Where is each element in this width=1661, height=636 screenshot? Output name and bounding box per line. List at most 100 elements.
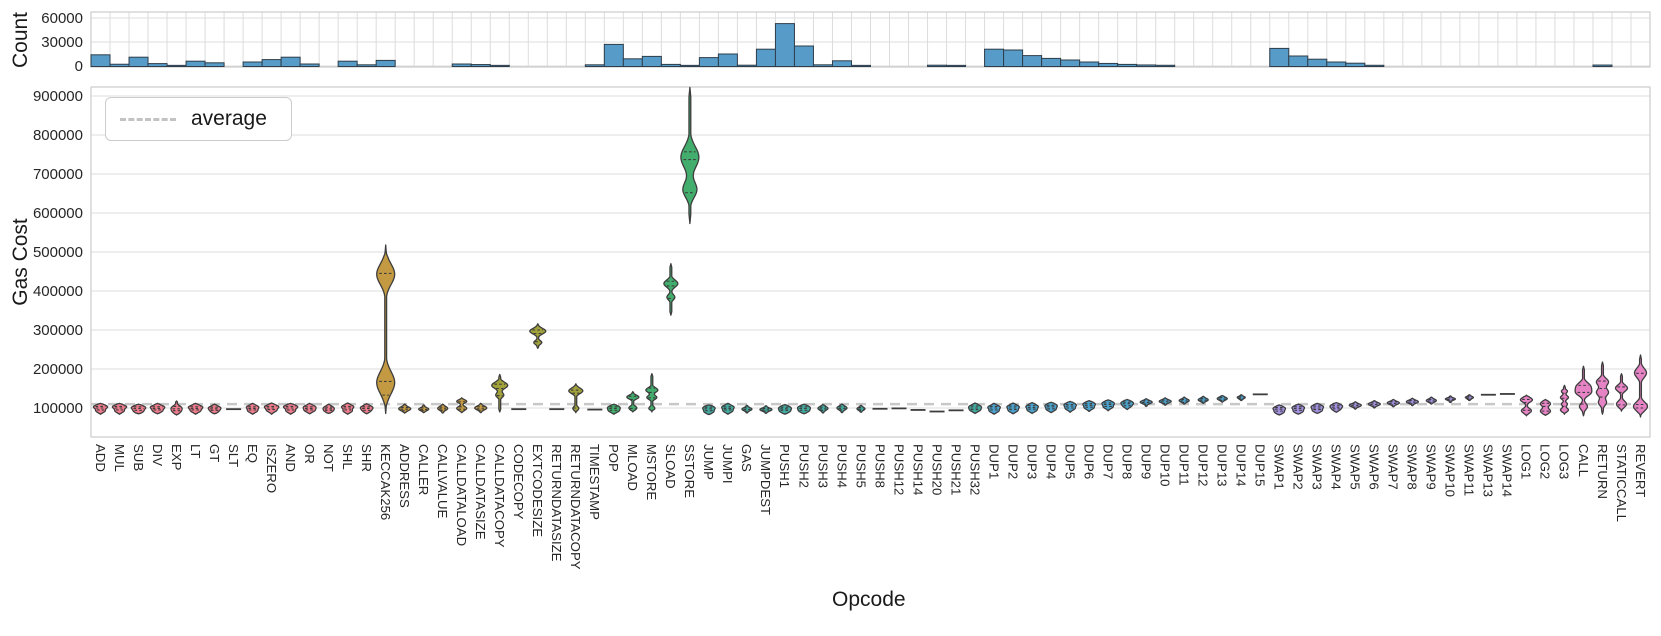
xtick-DUP14: DUP14 bbox=[1234, 444, 1249, 487]
violin-DUP7 bbox=[1101, 399, 1116, 412]
violin-SHL bbox=[340, 402, 355, 415]
xtick-PUSH2: PUSH2 bbox=[796, 444, 811, 488]
violin-STATICCALL bbox=[1614, 373, 1629, 412]
violin-SUB bbox=[130, 403, 147, 415]
xtick-LOG1: LOG1 bbox=[1519, 444, 1534, 479]
xtick-SHL: SHL bbox=[340, 444, 355, 470]
violin-RETURNDATACOPY bbox=[568, 383, 584, 414]
violin-PUSH1 bbox=[777, 403, 793, 415]
xtick-CALLVALUE: CALLVALUE bbox=[435, 444, 450, 518]
violin-CALL bbox=[1574, 365, 1593, 417]
violin-SWAP4 bbox=[1329, 401, 1344, 413]
hist-bar-DUP6 bbox=[1079, 61, 1100, 67]
violin-ISZERO bbox=[263, 402, 280, 415]
xtick-CALLER: CALLER bbox=[416, 444, 431, 495]
hist-bar-DUP9 bbox=[1136, 64, 1157, 67]
hist-bar-SWAP6 bbox=[1364, 64, 1385, 67]
violin-MUL bbox=[111, 402, 128, 415]
violin-SWAP2 bbox=[1291, 403, 1306, 415]
xtick-OR: OR bbox=[302, 444, 317, 464]
violin-POP bbox=[606, 403, 621, 415]
xtick-PUSH1: PUSH1 bbox=[777, 444, 792, 488]
hist-bar-PUSH4 bbox=[831, 60, 852, 67]
violin-OR bbox=[302, 402, 317, 415]
violin-SWAP7 bbox=[1386, 398, 1400, 408]
xtick-SHR: SHR bbox=[359, 444, 374, 472]
xtick-LOG3: LOG3 bbox=[1557, 444, 1572, 479]
violin-SHR bbox=[359, 403, 374, 415]
violin-SWAP11 bbox=[1464, 394, 1475, 402]
count-tick-30000: 30000 bbox=[41, 34, 83, 51]
average-dashed-line-swatch bbox=[120, 117, 176, 121]
violin-LOG2 bbox=[1539, 398, 1552, 417]
violin-JUMPI bbox=[721, 402, 735, 415]
xtick-PUSH20: PUSH20 bbox=[929, 444, 944, 495]
xtick-PUSH4: PUSH4 bbox=[834, 444, 849, 488]
hist-bar-SSTORE bbox=[679, 64, 700, 68]
xtick-DUP12: DUP12 bbox=[1196, 444, 1211, 487]
xtick-DUP3: DUP3 bbox=[1024, 444, 1039, 479]
xtick-MUL: MUL bbox=[112, 444, 127, 472]
hist-bar-OR bbox=[299, 63, 320, 67]
opcode-axis-label: Opcode bbox=[832, 588, 906, 611]
xtick-KECCAK256: KECCAK256 bbox=[378, 444, 393, 520]
xtick-SWAP4: SWAP4 bbox=[1329, 444, 1344, 490]
hist-bar-TIMESTAMP bbox=[584, 64, 605, 68]
xtick-SSTORE: SSTORE bbox=[682, 444, 697, 498]
xtick-SWAP10: SWAP10 bbox=[1443, 444, 1458, 497]
violin-JUMP bbox=[702, 404, 716, 416]
hist-bar-DUP5 bbox=[1060, 59, 1081, 67]
gas-panel-border bbox=[90, 86, 1651, 438]
xtick-ISZERO: ISZERO bbox=[264, 444, 279, 493]
xtick-GT: GT bbox=[207, 444, 222, 462]
xtick-CALLDATACOPY: CALLDATACOPY bbox=[492, 444, 507, 548]
count-tick-60000: 60000 bbox=[41, 10, 83, 27]
xtick-TIMESTAMP: TIMESTAMP bbox=[587, 444, 602, 520]
violin-PUSH5 bbox=[856, 404, 866, 413]
gas-tick-400000: 400000 bbox=[33, 283, 83, 300]
xtick-DUP11: DUP11 bbox=[1177, 444, 1192, 486]
xtick-DUP9: DUP9 bbox=[1139, 444, 1154, 479]
count-axis-label: Count bbox=[9, 11, 32, 69]
gas-tick-300000: 300000 bbox=[33, 322, 83, 339]
xtick-RETURN: RETURN bbox=[1595, 444, 1610, 499]
xtick-RETURNDATASIZE: RETURNDATASIZE bbox=[549, 444, 564, 562]
gas-tick-500000: 500000 bbox=[33, 244, 83, 261]
hist-bar-PUSH1 bbox=[774, 23, 795, 68]
hist-bar-DUP7 bbox=[1098, 62, 1119, 67]
violin-CALLDATACOPY bbox=[491, 373, 509, 413]
xtick-LT: LT bbox=[188, 444, 203, 458]
hist-bar-KECCAK256 bbox=[375, 59, 396, 68]
xtick-SWAP2: SWAP2 bbox=[1291, 444, 1306, 490]
violin-SWAP1 bbox=[1272, 404, 1287, 416]
xtick-DUP6: DUP6 bbox=[1081, 444, 1096, 479]
hist-bar-MUL bbox=[109, 63, 130, 67]
hist-bar-SWAP5 bbox=[1345, 62, 1366, 68]
hist-bar-SWAP2 bbox=[1288, 55, 1309, 67]
violin-EQ bbox=[245, 402, 260, 415]
violin-EXTCODESIZE bbox=[529, 323, 547, 349]
violin-MSTORE bbox=[645, 373, 659, 413]
hist-bar-LT bbox=[185, 60, 206, 68]
xtick-DUP8: DUP8 bbox=[1120, 444, 1135, 479]
xtick-MSTORE: MSTORE bbox=[644, 444, 659, 500]
violin-DUP6 bbox=[1082, 399, 1096, 413]
violin-JUMPDEST bbox=[759, 405, 773, 415]
xtick-DUP4: DUP4 bbox=[1043, 444, 1058, 479]
violin-SSTORE bbox=[680, 86, 700, 225]
hist-bar-DIV bbox=[147, 63, 168, 67]
gas-tick-900000: 900000 bbox=[33, 88, 83, 105]
xtick-SWAP1: SWAP1 bbox=[1272, 444, 1287, 490]
hist-bar-JUMPI bbox=[717, 53, 738, 67]
violin-CALLVALUE bbox=[437, 403, 449, 414]
violin-NOT bbox=[322, 403, 335, 415]
xtick-PUSH12: PUSH12 bbox=[891, 444, 906, 495]
violin-DUP5 bbox=[1063, 400, 1077, 413]
gas-tick-100000: 100000 bbox=[33, 400, 83, 417]
violin-PUSH3 bbox=[817, 403, 829, 414]
hist-bar-SHL bbox=[337, 60, 358, 68]
violin-CALLER bbox=[418, 404, 430, 414]
violin-REVERT bbox=[1632, 354, 1649, 418]
